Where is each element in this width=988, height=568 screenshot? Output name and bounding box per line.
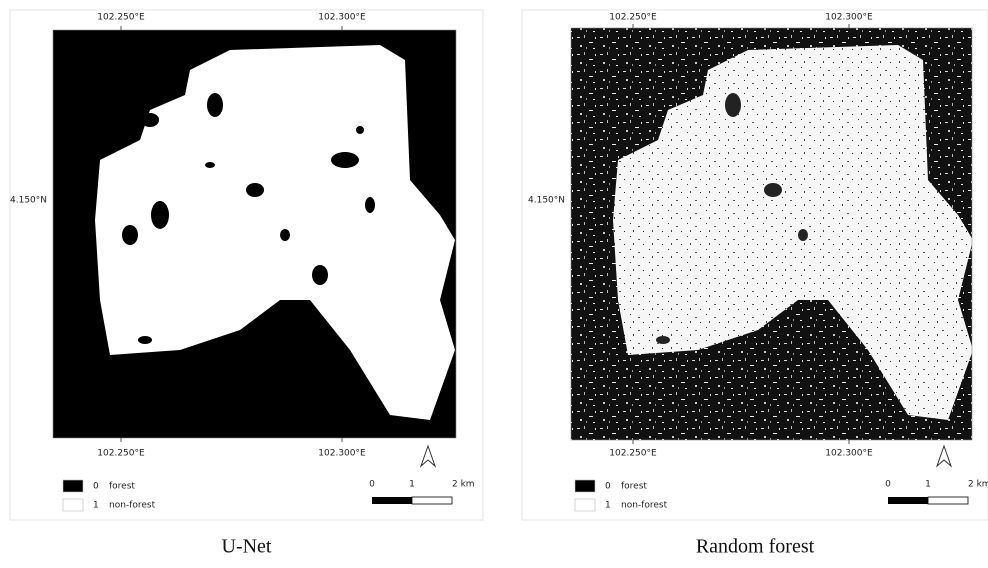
legend-value: 1 (93, 501, 99, 511)
scale-label: 1 (409, 480, 415, 490)
scale-label: 2 km (968, 480, 988, 490)
scale-label: 1 (925, 480, 931, 490)
caption: Random forest (696, 536, 815, 558)
forest-patch (151, 201, 169, 229)
legend-swatch (63, 499, 83, 511)
legend-value: 0 (93, 482, 99, 492)
forest-patch (365, 197, 375, 213)
latitude-label: 4.150°N (528, 196, 565, 206)
longitude-label: 102.250°E (609, 13, 657, 23)
figure: 102.250°E 102.250°E 102.300°E 102.300°E 4.15… (0, 0, 988, 563)
forest-patch (764, 183, 782, 197)
forest-patch (205, 162, 215, 168)
caption: U-Net (222, 536, 272, 558)
north-arrow (937, 446, 951, 466)
forest-patch (331, 152, 359, 168)
forest-patch (138, 336, 152, 344)
longitude-label: 102.300°E (318, 13, 366, 23)
scale-label: 0 (885, 480, 891, 490)
scale-label: 0 (369, 480, 375, 490)
forest-patch (280, 229, 290, 241)
forest-patch (122, 225, 138, 245)
longitude-label: 102.250°E (609, 449, 657, 459)
scale-bar-black (888, 497, 928, 504)
legend-label: non-forest (621, 501, 668, 511)
scale-label: 2 km (452, 480, 475, 490)
longitude-label: 102.300°E (825, 13, 873, 23)
forest-patch (356, 126, 364, 134)
scale-bar-white (412, 497, 452, 504)
scale-bar-black (372, 497, 412, 504)
forest-patch (798, 229, 808, 241)
longitude-label: 102.300°E (318, 449, 366, 459)
longitude-label: 102.300°E (825, 449, 873, 459)
legend-swatch (575, 499, 595, 511)
longitude-label: 102.250°E (97, 13, 145, 23)
legend-swatch (575, 480, 595, 492)
legend-label: forest (621, 482, 647, 492)
latitude-label: 4.150°N (10, 196, 47, 206)
forest-patch (312, 265, 328, 285)
legend-value: 1 (605, 501, 611, 511)
forest-patch (656, 336, 670, 344)
forest-patch (207, 93, 223, 117)
legend-swatch (63, 480, 83, 492)
forest-patch (725, 93, 741, 117)
scale-bar-white (928, 497, 968, 504)
longitude-label: 102.250°E (97, 449, 145, 459)
forest-patch (246, 183, 264, 197)
legend-label: non-forest (109, 501, 156, 511)
legend-label: forest (109, 482, 135, 492)
legend-value: 0 (605, 482, 611, 492)
north-arrow (421, 446, 435, 466)
forest-patch (141, 113, 159, 127)
